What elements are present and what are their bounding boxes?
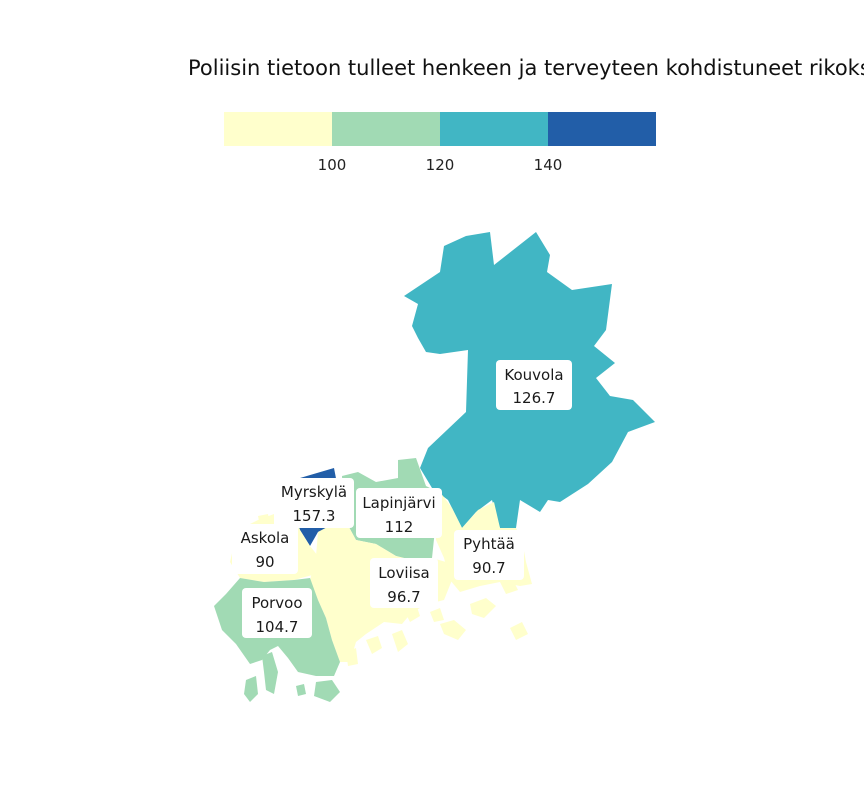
label-loviisa-name: Loviisa bbox=[378, 564, 430, 582]
label-pyhtaa-value: 90.7 bbox=[472, 559, 505, 577]
legend-swatch-1 bbox=[224, 112, 332, 146]
label-lapinjarvi: Lapinjärvi 112 bbox=[356, 488, 442, 538]
legend: 100 120 140 bbox=[224, 112, 656, 174]
island bbox=[392, 630, 408, 652]
label-kouvola: Kouvola 126.7 bbox=[496, 360, 572, 410]
island bbox=[262, 652, 278, 694]
island bbox=[500, 578, 518, 594]
island bbox=[404, 604, 420, 622]
island bbox=[244, 676, 258, 702]
label-askola-value: 90 bbox=[255, 553, 274, 571]
region-labels: Kouvola 126.7 Myrskylä 157.3 Lapinjärvi … bbox=[232, 360, 572, 638]
island bbox=[296, 684, 306, 696]
label-pyhtaa-name: Pyhtää bbox=[463, 535, 515, 553]
legend-tick-100: 100 bbox=[318, 156, 347, 174]
label-myrskyla: Myrskylä 157.3 bbox=[274, 478, 354, 528]
label-porvoo-value: 104.7 bbox=[256, 618, 299, 636]
legend-swatch-4 bbox=[548, 112, 656, 146]
island bbox=[314, 680, 340, 702]
island bbox=[258, 514, 270, 526]
label-kouvola-value: 126.7 bbox=[513, 389, 556, 407]
islands bbox=[244, 514, 528, 702]
island bbox=[346, 648, 358, 666]
island bbox=[366, 636, 382, 654]
label-pyhtaa: Pyhtää 90.7 bbox=[454, 530, 524, 580]
legend-swatch-2 bbox=[332, 112, 440, 146]
island bbox=[470, 598, 496, 618]
label-myrskyla-value: 157.3 bbox=[293, 507, 336, 525]
label-askola: Askola 90 bbox=[232, 524, 298, 574]
map-title: Poliisin tietoon tulleet henkeen ja terv… bbox=[188, 56, 864, 80]
island bbox=[510, 622, 528, 640]
label-loviisa: Loviisa 96.7 bbox=[370, 558, 438, 608]
label-porvoo: Porvoo 104.7 bbox=[242, 588, 312, 638]
legend-tick-120: 120 bbox=[426, 156, 455, 174]
label-lapinjarvi-name: Lapinjärvi bbox=[362, 494, 435, 512]
label-myrskyla-name: Myrskylä bbox=[281, 483, 347, 501]
island bbox=[430, 608, 444, 622]
island bbox=[440, 620, 466, 640]
label-askola-name: Askola bbox=[241, 529, 290, 547]
label-loviisa-value: 96.7 bbox=[387, 588, 420, 606]
legend-swatch-3 bbox=[440, 112, 548, 146]
label-lapinjarvi-value: 112 bbox=[385, 518, 414, 536]
label-kouvola-name: Kouvola bbox=[504, 366, 563, 384]
legend-tick-140: 140 bbox=[534, 156, 563, 174]
label-porvoo-name: Porvoo bbox=[251, 594, 302, 612]
